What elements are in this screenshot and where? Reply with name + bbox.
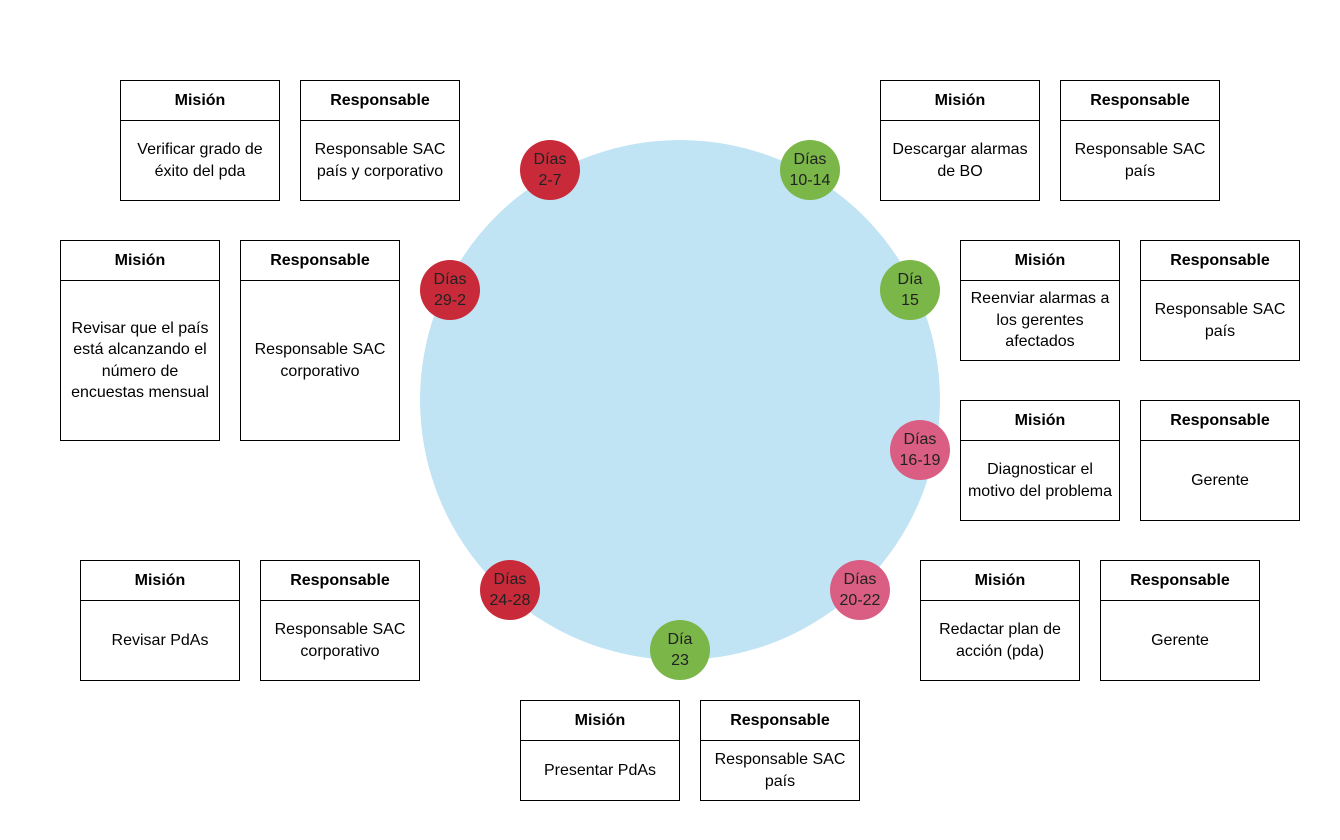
- mission-card-header: Misión: [121, 81, 279, 121]
- mission-card-body: Reenviar alarmas a los gerentes afectado…: [970, 290, 1110, 351]
- owner-card-header: Responsable: [1141, 401, 1299, 441]
- owner-card-body: Responsable SAC país: [714, 751, 846, 790]
- mission-card-body: Revisar PdAs: [111, 631, 209, 649]
- owner-card-body: Responsable SAC corporativo: [254, 341, 386, 380]
- owner-card-body: Responsable SAC corporativo: [274, 621, 406, 660]
- mission-card-body: Descargar alarmas de BO: [892, 141, 1028, 180]
- day-badge: Días 29-2: [420, 260, 480, 320]
- mission-card: Misión Revisar que el país está alcanzand…: [60, 240, 220, 441]
- owner-card-body: Responsable SAC país y corporativo: [314, 141, 446, 180]
- mission-card-header: Misión: [521, 701, 679, 741]
- owner-card-header: Responsable: [701, 701, 859, 741]
- owner-card: Responsable Responsable SAC país y corpor…: [300, 80, 460, 201]
- owner-card: Responsable Gerente: [1140, 400, 1300, 521]
- mission-card-body: Revisar que el país está alcanzando el n…: [71, 319, 209, 402]
- mission-card-body: Redactar plan de acción (pda): [939, 621, 1061, 660]
- mission-card-body: Verificar grado de éxito del pda: [137, 141, 263, 180]
- owner-card: Responsable Responsable SAC corporativo: [260, 560, 420, 681]
- mission-card: Misión Presentar PdAs: [520, 700, 680, 801]
- mission-card-body: Presentar PdAs: [543, 761, 657, 779]
- owner-card: Responsable Responsable SAC corporativo: [240, 240, 400, 441]
- mission-card: Misión Revisar PdAs: [80, 560, 240, 681]
- owner-card-header: Responsable: [1061, 81, 1219, 121]
- day-badge: Días 20-22: [830, 560, 890, 620]
- owner-card-body: Responsable SAC país: [1154, 301, 1286, 340]
- owner-card-header: Responsable: [1141, 241, 1299, 281]
- mission-card: Misión Reenviar alarmas a los gerentes af…: [960, 240, 1120, 361]
- owner-card-header: Responsable: [1101, 561, 1259, 601]
- mission-card-header: Misión: [61, 241, 219, 281]
- owner-card-header: Responsable: [261, 561, 419, 601]
- owner-card-body: Responsable SAC país: [1074, 141, 1206, 180]
- mission-card-header: Misión: [961, 241, 1119, 281]
- day-badge: Días 24-28: [480, 560, 540, 620]
- mission-card: Misión Descargar alarmas de BO: [880, 80, 1040, 201]
- owner-card: Responsable Responsable SAC país: [1060, 80, 1220, 201]
- mission-card-header: Misión: [961, 401, 1119, 441]
- day-badge: Día 15: [880, 260, 940, 320]
- owner-card-header: Responsable: [301, 81, 459, 121]
- mission-card-header: Misión: [81, 561, 239, 601]
- mission-card: Misión Redactar plan de acción (pda): [920, 560, 1080, 681]
- owner-card: Responsable Responsable SAC país: [700, 700, 860, 801]
- mission-card-body: Diagnosticar el motivo del problema: [967, 461, 1113, 500]
- owner-card: Responsable Responsable SAC país: [1140, 240, 1300, 361]
- owner-card-header: Responsable: [241, 241, 399, 281]
- day-badge: Días 16-19: [890, 420, 950, 480]
- owner-card-body: Gerente: [1191, 471, 1249, 489]
- day-badge: Días 10-14: [780, 140, 840, 200]
- day-badge: Día 23: [650, 620, 710, 680]
- mission-card: Misión Diagnosticar el motivo del problem…: [960, 400, 1120, 521]
- mission-card: Misión Verificar grado de éxito del pda: [120, 80, 280, 201]
- mission-card-header: Misión: [881, 81, 1039, 121]
- owner-card-body: Gerente: [1151, 631, 1209, 649]
- mission-card-header: Misión: [921, 561, 1079, 601]
- owner-card: Responsable Gerente: [1100, 560, 1260, 681]
- day-badge: Días 2-7: [520, 140, 580, 200]
